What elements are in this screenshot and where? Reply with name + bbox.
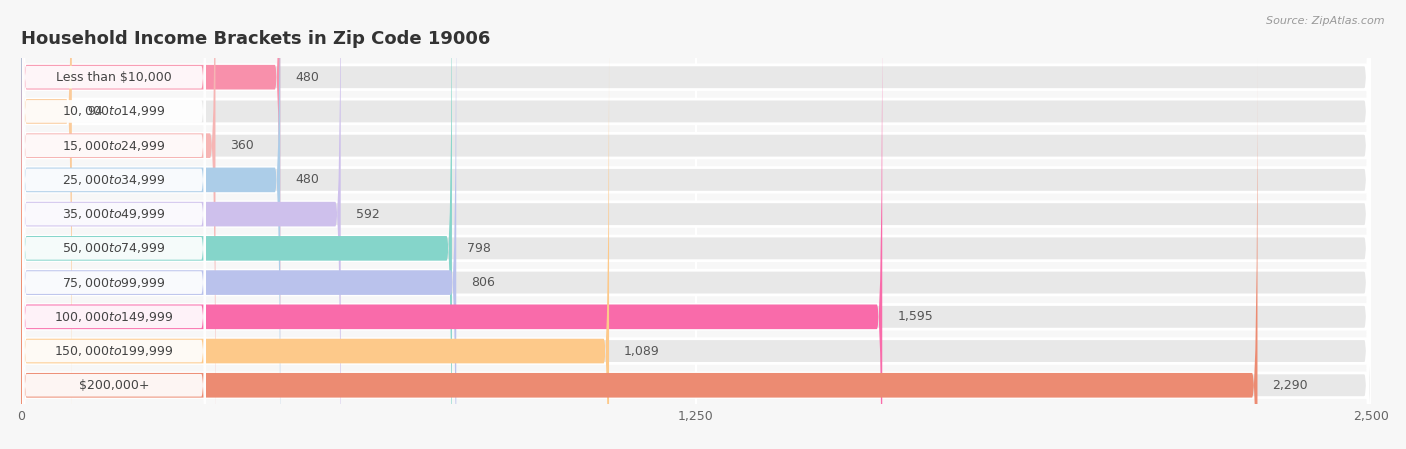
Text: 480: 480 bbox=[295, 173, 319, 186]
FancyBboxPatch shape bbox=[21, 0, 1371, 449]
Text: $150,000 to $199,999: $150,000 to $199,999 bbox=[55, 344, 174, 358]
Text: 94: 94 bbox=[87, 105, 103, 118]
Text: Household Income Brackets in Zip Code 19006: Household Income Brackets in Zip Code 19… bbox=[21, 31, 491, 48]
FancyBboxPatch shape bbox=[21, 0, 1371, 449]
FancyBboxPatch shape bbox=[22, 54, 205, 449]
FancyBboxPatch shape bbox=[22, 0, 205, 442]
FancyBboxPatch shape bbox=[21, 21, 609, 449]
FancyBboxPatch shape bbox=[21, 0, 457, 449]
Text: 798: 798 bbox=[467, 242, 491, 255]
FancyBboxPatch shape bbox=[22, 88, 205, 449]
Text: 480: 480 bbox=[295, 70, 319, 84]
Text: 806: 806 bbox=[471, 276, 495, 289]
Text: 360: 360 bbox=[231, 139, 254, 152]
FancyBboxPatch shape bbox=[22, 0, 205, 449]
Text: 592: 592 bbox=[356, 207, 380, 220]
Text: $15,000 to $24,999: $15,000 to $24,999 bbox=[62, 139, 166, 153]
FancyBboxPatch shape bbox=[21, 0, 1371, 449]
Text: 2,290: 2,290 bbox=[1272, 379, 1308, 392]
FancyBboxPatch shape bbox=[21, 0, 1371, 449]
FancyBboxPatch shape bbox=[21, 0, 72, 441]
FancyBboxPatch shape bbox=[22, 0, 205, 449]
Text: $75,000 to $99,999: $75,000 to $99,999 bbox=[62, 276, 166, 290]
FancyBboxPatch shape bbox=[21, 0, 340, 449]
FancyBboxPatch shape bbox=[21, 21, 1371, 449]
FancyBboxPatch shape bbox=[21, 0, 280, 407]
FancyBboxPatch shape bbox=[22, 0, 205, 340]
Text: $35,000 to $49,999: $35,000 to $49,999 bbox=[62, 207, 166, 221]
Text: $25,000 to $34,999: $25,000 to $34,999 bbox=[62, 173, 166, 187]
FancyBboxPatch shape bbox=[22, 123, 205, 449]
FancyBboxPatch shape bbox=[21, 0, 451, 449]
Text: $50,000 to $74,999: $50,000 to $74,999 bbox=[62, 242, 166, 255]
Text: 1,089: 1,089 bbox=[624, 344, 659, 357]
Text: Source: ZipAtlas.com: Source: ZipAtlas.com bbox=[1267, 16, 1385, 26]
FancyBboxPatch shape bbox=[22, 20, 205, 449]
Text: $200,000+: $200,000+ bbox=[79, 379, 149, 392]
Text: $10,000 to $14,999: $10,000 to $14,999 bbox=[62, 105, 166, 119]
FancyBboxPatch shape bbox=[21, 0, 1371, 407]
Text: $100,000 to $149,999: $100,000 to $149,999 bbox=[55, 310, 174, 324]
FancyBboxPatch shape bbox=[21, 55, 1371, 449]
FancyBboxPatch shape bbox=[21, 0, 1371, 449]
FancyBboxPatch shape bbox=[21, 0, 1371, 441]
Text: 1,595: 1,595 bbox=[897, 310, 934, 323]
FancyBboxPatch shape bbox=[21, 0, 882, 449]
Text: Less than $10,000: Less than $10,000 bbox=[56, 70, 172, 84]
FancyBboxPatch shape bbox=[22, 0, 205, 408]
FancyBboxPatch shape bbox=[22, 0, 205, 374]
FancyBboxPatch shape bbox=[21, 0, 1371, 449]
FancyBboxPatch shape bbox=[21, 0, 215, 449]
FancyBboxPatch shape bbox=[21, 55, 1257, 449]
FancyBboxPatch shape bbox=[21, 0, 280, 449]
